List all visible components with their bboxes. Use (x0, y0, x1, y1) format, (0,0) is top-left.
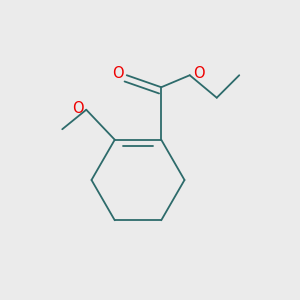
Text: O: O (72, 101, 83, 116)
Text: O: O (112, 66, 124, 81)
Text: O: O (193, 66, 204, 81)
